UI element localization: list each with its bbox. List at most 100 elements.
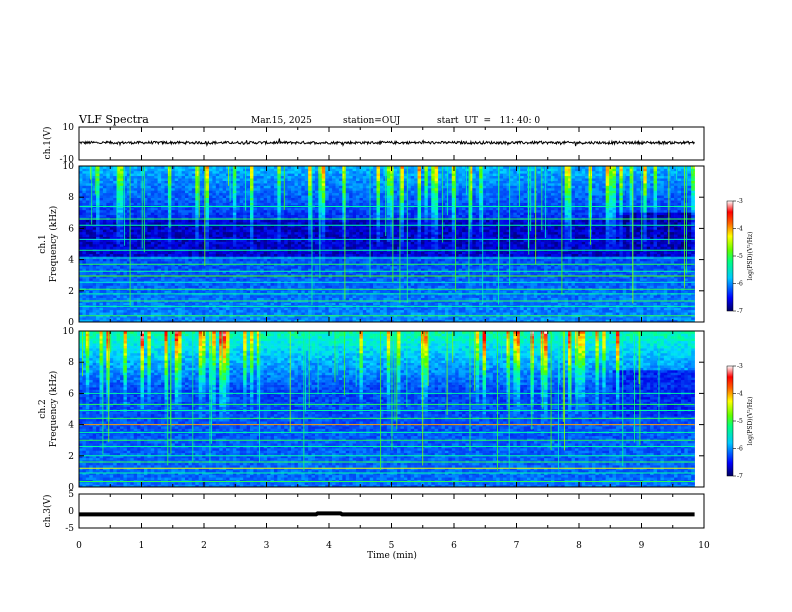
spec-cell <box>79 319 83 323</box>
spec-cell <box>250 173 254 177</box>
spec-cell <box>284 175 288 179</box>
spec-cell <box>311 200 316 203</box>
spec-cell <box>133 244 138 247</box>
spec-cell <box>291 234 295 237</box>
spec-cell <box>181 312 186 315</box>
spec-cell <box>185 222 189 225</box>
spec-cell <box>304 270 309 274</box>
spec-cell <box>246 265 251 269</box>
spec-cell <box>321 222 326 225</box>
spec-cell <box>113 273 117 276</box>
spec-cell <box>123 178 128 181</box>
spec-cell <box>147 302 152 306</box>
spec-cell <box>287 278 292 281</box>
spec-cell <box>143 231 148 235</box>
spec-cell <box>284 212 288 216</box>
spec-cell <box>239 302 244 306</box>
spec-cell <box>297 187 302 191</box>
spec-cell <box>164 231 169 235</box>
spec-cell <box>120 168 124 172</box>
spec-cell <box>239 168 244 172</box>
spec-cell <box>246 263 251 267</box>
spec-cell <box>208 263 213 267</box>
spec-cell <box>191 214 196 218</box>
spec-cell <box>256 219 261 223</box>
spec-cell <box>291 183 295 186</box>
spec-cell <box>137 285 141 289</box>
spec-cell <box>178 268 182 272</box>
spec-cell <box>294 207 299 211</box>
spec-cell <box>157 180 162 184</box>
spec-cell <box>150 270 155 274</box>
spec-cell <box>263 180 268 184</box>
spec-cell <box>113 209 117 213</box>
spec-cell <box>291 202 295 206</box>
spec-cell <box>126 285 131 289</box>
spec-cell <box>325 200 329 203</box>
spec-cell <box>267 258 271 262</box>
spec-cell <box>99 309 104 313</box>
spec-cell <box>113 195 117 198</box>
spec-cell <box>287 214 292 218</box>
spec-cell <box>335 178 340 181</box>
spec-cell <box>229 170 234 174</box>
spec-cell <box>338 302 343 306</box>
spec-cell <box>226 185 230 189</box>
spec-cell <box>113 307 117 311</box>
spec-cell <box>273 285 278 289</box>
spec-cell <box>212 166 217 169</box>
spec-cell <box>212 290 217 294</box>
spec-cell <box>154 275 158 279</box>
spec-cell <box>123 207 128 211</box>
figure-title: VLF Spectra <box>78 113 149 126</box>
spec-cell <box>99 275 104 279</box>
spec-cell <box>332 268 336 272</box>
spec-cell <box>314 307 319 311</box>
spec-cell <box>291 317 295 320</box>
spec-cell <box>311 173 316 177</box>
spec-cell <box>178 270 182 274</box>
spec-cell <box>157 173 162 177</box>
spec-cell <box>150 170 155 174</box>
spec-cell <box>181 244 186 247</box>
spec-cell <box>284 178 288 181</box>
spec-cell <box>79 241 83 245</box>
spec-cell <box>308 183 312 186</box>
spec-cell <box>226 239 230 242</box>
spec-cell <box>253 317 258 320</box>
spec-cell <box>280 202 285 206</box>
spec-cell <box>143 275 148 279</box>
spec-cell <box>92 241 97 245</box>
spec-cell <box>143 263 148 267</box>
spec-cell <box>137 236 141 240</box>
spec-cell <box>250 180 254 184</box>
spec-cell <box>219 226 223 230</box>
spec-cell <box>99 278 104 281</box>
spec-cell <box>321 309 326 313</box>
spec-cell <box>205 241 210 245</box>
spec-cell <box>277 197 282 201</box>
spec-cell <box>297 212 302 216</box>
spec-cell <box>308 178 312 181</box>
spec-cell <box>301 283 306 286</box>
spec-cell <box>277 183 282 186</box>
spec-cell <box>239 212 244 216</box>
spec-cell <box>277 214 282 218</box>
spec-cell <box>171 222 176 225</box>
spec-cell <box>229 290 234 294</box>
spec-cell <box>191 241 196 245</box>
spec-cell <box>130 214 135 218</box>
spec-cell <box>239 261 244 264</box>
spec-cell <box>256 307 261 311</box>
spec-cell <box>96 290 100 294</box>
spec-cell <box>106 234 111 237</box>
spec-cell <box>157 309 162 313</box>
spec-cell <box>232 180 237 184</box>
spec-cell <box>226 317 230 320</box>
spec-cell <box>85 239 90 242</box>
spec-cell <box>147 166 152 169</box>
spec-cell <box>181 265 186 269</box>
spec-cell <box>270 187 275 191</box>
spec-cell <box>109 214 114 218</box>
spec-cell <box>171 297 176 301</box>
